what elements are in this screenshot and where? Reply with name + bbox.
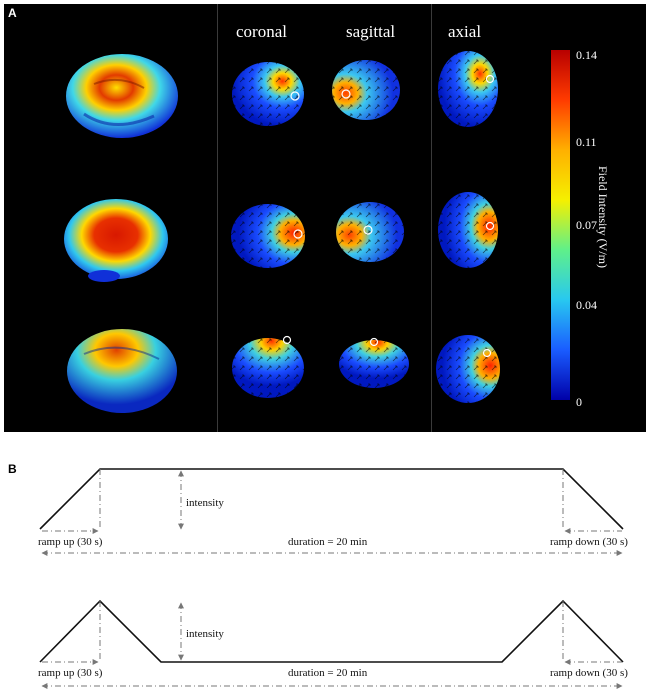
brain-3d-row3 xyxy=(67,329,177,413)
protocol-2-duration-label: duration = 20 min xyxy=(288,667,368,679)
brain-images xyxy=(64,50,570,413)
colorbar-tick-1: 0.14 xyxy=(576,48,597,62)
slice-sagittal-row3 xyxy=(339,337,409,388)
panel-a-field-maps: A coronal sagittal axial xyxy=(4,4,646,432)
colorbar-tick-5: 0 xyxy=(576,395,582,409)
column-header-sagittal: sagittal xyxy=(346,22,396,41)
slice-coronal-row2 xyxy=(231,204,305,268)
protocol-1-duration-label: duration = 20 min xyxy=(288,536,368,548)
column-header-axial: axial xyxy=(448,22,482,41)
protocol-1-intensity-label: intensity xyxy=(186,497,224,509)
protocol-1-ramp-up-label: ramp up (30 s) xyxy=(38,536,103,548)
protocol-2-intensity-label: intensity xyxy=(186,628,224,640)
divider-right xyxy=(431,4,432,432)
protocol-1-waveform xyxy=(39,468,624,530)
column-header-coronal: coronal xyxy=(236,22,287,41)
brain-3d-row1 xyxy=(66,54,178,138)
slice-coronal-row3 xyxy=(232,335,304,398)
brain-3d-row2 xyxy=(64,199,168,282)
protocol-2-waveform xyxy=(39,599,624,663)
slice-axial-row1 xyxy=(438,51,498,127)
protocol-2-ramp-up-label: ramp up (30 s) xyxy=(38,667,103,679)
colorbar-tick-3: 0.07 xyxy=(576,218,597,232)
slice-axial-row2 xyxy=(438,192,498,268)
panel-b-label: B xyxy=(8,462,17,476)
slice-coronal-row1 xyxy=(232,62,304,126)
slice-axial-row3 xyxy=(436,335,500,403)
colorbar-tick-2: 0.11 xyxy=(576,135,597,149)
colorbar-tick-4: 0.04 xyxy=(576,298,597,312)
protocol-2-ramp-down-label: ramp down (30 s) xyxy=(550,667,628,679)
protocol-2 xyxy=(39,599,624,689)
slice-sagittal-row1 xyxy=(332,60,400,120)
colorbar xyxy=(551,50,570,400)
slice-sagittal-row2 xyxy=(336,202,404,262)
panel-a-label: A xyxy=(8,6,17,20)
protocol-1-ramp-down-label: ramp down (30 s) xyxy=(550,536,628,548)
protocol-1 xyxy=(39,468,624,556)
divider-left xyxy=(217,4,218,432)
